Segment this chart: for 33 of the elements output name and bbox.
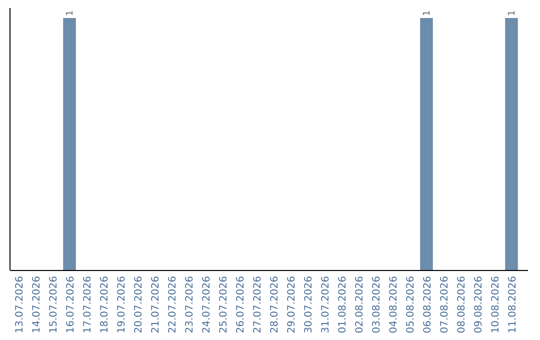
x-tick-label: 16.07.2026	[66, 276, 76, 334]
x-tick-label: 20.07.2026	[134, 276, 144, 334]
x-tick-label: 23.07.2026	[184, 276, 196, 334]
x-tick-label: 26.07.2026	[236, 276, 246, 334]
x-tick-label: 09.08.2026	[474, 276, 484, 334]
x-tick-label: 08.08.2026	[456, 276, 468, 334]
x-tick-label: 21.07.2026	[150, 276, 162, 334]
x-tick-label: 04.08.2026	[388, 276, 400, 334]
x-tick-label: 05.08.2026	[406, 276, 416, 334]
x-tick-label: 02.08.2026	[354, 276, 366, 334]
x-tick-label: 22.07.2026	[168, 276, 178, 334]
x-tick-label: 06.08.2026	[422, 276, 434, 334]
x-tick-label: 30.07.2026	[304, 276, 314, 334]
x-tick-label: 18.07.2026	[100, 276, 110, 334]
x-tick-label: 14.07.2026	[32, 276, 42, 334]
x-tick-label: 29.07.2026	[286, 276, 298, 334]
x-tick-label: 28.07.2026	[270, 276, 280, 334]
x-tick-label: 01.08.2026	[338, 276, 348, 334]
x-tick-label: 10.08.2026	[490, 276, 502, 334]
x-tick-label: 15.07.2026	[48, 276, 60, 334]
x-tick-label: 24.07.2026	[202, 276, 212, 334]
x-tick-label: 07.08.2026	[440, 276, 450, 334]
data-label: 1	[66, 10, 76, 16]
x-tick-label: 31.07.2026	[320, 276, 332, 334]
x-tick-label: 03.08.2026	[372, 276, 382, 334]
data-label: 1	[508, 10, 518, 16]
x-tick-label: 27.07.2026	[252, 276, 264, 334]
data-label: 1	[422, 10, 432, 16]
x-tick-label: 17.07.2026	[82, 276, 94, 334]
x-tick-label: 13.07.2026	[14, 276, 26, 334]
x-tick-label: 25.07.2026	[218, 276, 230, 334]
x-tick-label: 11.08.2026	[508, 276, 518, 334]
x-tick-label: 19.07.2026	[116, 276, 128, 334]
